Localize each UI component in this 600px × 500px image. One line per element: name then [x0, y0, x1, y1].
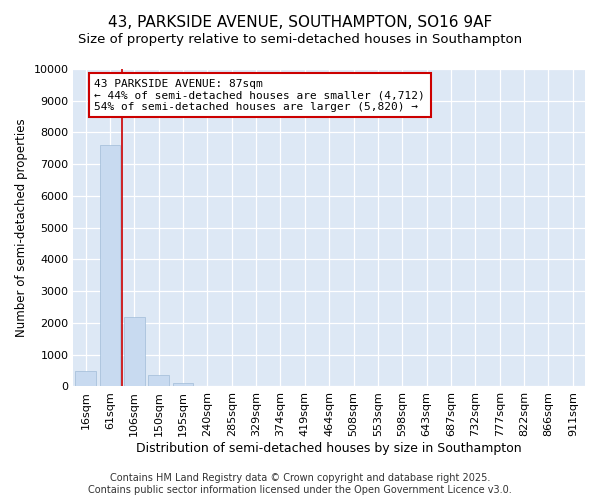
Bar — [173, 384, 193, 386]
X-axis label: Distribution of semi-detached houses by size in Southampton: Distribution of semi-detached houses by … — [136, 442, 522, 455]
Text: Size of property relative to semi-detached houses in Southampton: Size of property relative to semi-detach… — [78, 32, 522, 46]
Text: 43 PARKSIDE AVENUE: 87sqm
← 44% of semi-detached houses are smaller (4,712)
54% : 43 PARKSIDE AVENUE: 87sqm ← 44% of semi-… — [94, 78, 425, 112]
Text: 43, PARKSIDE AVENUE, SOUTHAMPTON, SO16 9AF: 43, PARKSIDE AVENUE, SOUTHAMPTON, SO16 9… — [108, 15, 492, 30]
Bar — [100, 145, 121, 386]
Bar — [148, 374, 169, 386]
Text: Contains HM Land Registry data © Crown copyright and database right 2025.
Contai: Contains HM Land Registry data © Crown c… — [88, 474, 512, 495]
Bar — [75, 370, 96, 386]
Bar — [124, 316, 145, 386]
Y-axis label: Number of semi-detached properties: Number of semi-detached properties — [15, 118, 28, 337]
